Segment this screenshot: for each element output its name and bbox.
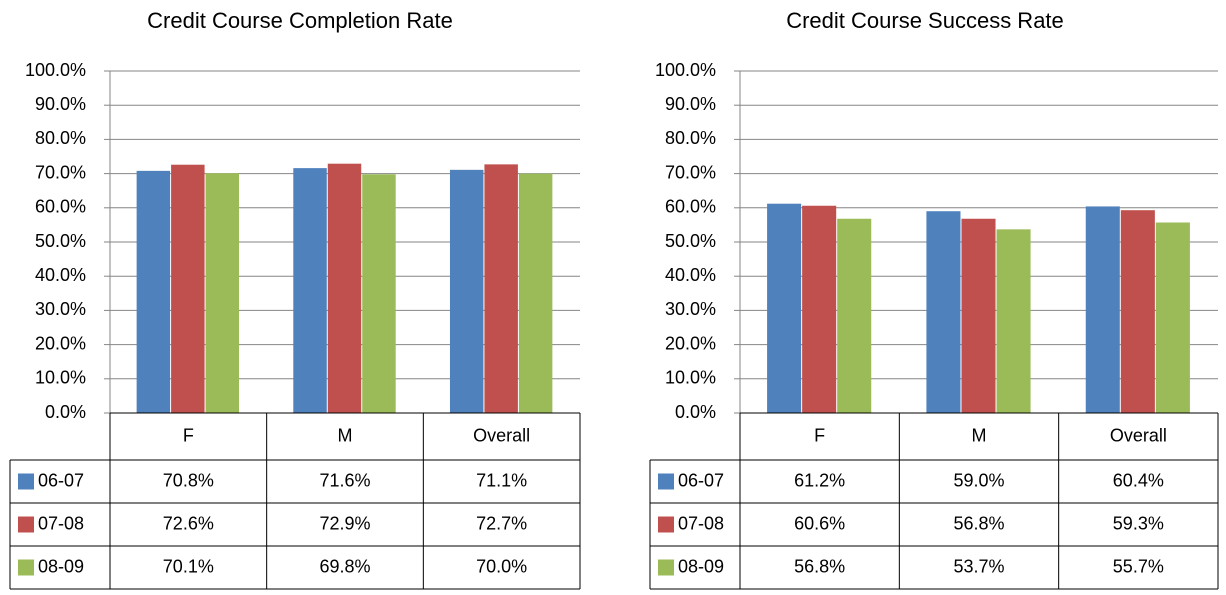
y-tick-label: 30.0% xyxy=(665,299,716,319)
bar xyxy=(767,203,802,413)
y-tick-label: 20.0% xyxy=(35,333,86,353)
y-tick-label: 90.0% xyxy=(35,94,86,114)
bar xyxy=(1120,210,1155,413)
category-label: M xyxy=(972,425,987,445)
table-value: 72.9% xyxy=(319,513,370,533)
legend-label: 06-07 xyxy=(38,470,84,490)
y-tick-label: 100.0% xyxy=(25,60,86,80)
y-tick-label: 0.0% xyxy=(675,402,716,422)
category-label: M xyxy=(338,425,353,445)
y-tick-label: 80.0% xyxy=(665,128,716,148)
y-tick-label: 80.0% xyxy=(35,128,86,148)
table-value: 61.2% xyxy=(794,470,845,490)
legend-label: 07-08 xyxy=(678,513,724,533)
y-tick-label: 10.0% xyxy=(35,368,86,388)
bar xyxy=(518,173,553,413)
table-value: 59.0% xyxy=(953,470,1004,490)
y-tick-label: 40.0% xyxy=(35,265,86,285)
bar xyxy=(327,163,362,413)
y-tick-label: 70.0% xyxy=(665,162,716,182)
y-tick-label: 30.0% xyxy=(35,299,86,319)
bar xyxy=(449,169,484,413)
y-tick-label: 0.0% xyxy=(45,402,86,422)
table-value: 72.7% xyxy=(476,513,527,533)
table-value: 72.6% xyxy=(163,513,214,533)
bar xyxy=(996,229,1031,413)
bar xyxy=(802,205,837,413)
table-value: 70.1% xyxy=(163,556,214,576)
table-value: 59.3% xyxy=(1113,513,1164,533)
category-label: F xyxy=(814,425,825,445)
legend-swatch xyxy=(18,473,34,490)
category-label: F xyxy=(183,425,194,445)
bar xyxy=(1085,206,1120,413)
table-value: 53.7% xyxy=(953,556,1004,576)
table-value: 71.1% xyxy=(476,470,527,490)
bar xyxy=(484,164,518,413)
legend-label: 08-09 xyxy=(38,556,84,576)
category-label: Overall xyxy=(1110,425,1167,445)
bar xyxy=(362,174,396,413)
y-tick-label: 40.0% xyxy=(665,265,716,285)
bar xyxy=(136,170,171,413)
legend-label: 06-07 xyxy=(678,470,724,490)
y-tick-label: 50.0% xyxy=(35,231,86,251)
table-value: 56.8% xyxy=(953,513,1004,533)
legend-swatch xyxy=(658,516,674,533)
bar xyxy=(961,218,996,413)
table-value: 60.6% xyxy=(794,513,845,533)
bar xyxy=(837,218,872,413)
table-value: 71.6% xyxy=(319,470,370,490)
table-value: 70.8% xyxy=(163,470,214,490)
y-tick-label: 50.0% xyxy=(665,231,716,251)
y-tick-label: 10.0% xyxy=(665,368,716,388)
category-label: Overall xyxy=(473,425,530,445)
legend-swatch xyxy=(658,473,674,490)
y-tick-label: 100.0% xyxy=(655,60,716,80)
table-value: 55.7% xyxy=(1113,556,1164,576)
table-value: 60.4% xyxy=(1113,470,1164,490)
bar xyxy=(293,168,327,413)
legend-swatch xyxy=(658,559,674,576)
legend-swatch xyxy=(18,516,34,533)
legend-swatch xyxy=(18,559,34,576)
y-tick-label: 20.0% xyxy=(665,333,716,353)
y-tick-label: 70.0% xyxy=(35,162,86,182)
table-value: 70.0% xyxy=(476,556,527,576)
bar xyxy=(1155,222,1190,413)
table-value: 69.8% xyxy=(319,556,370,576)
legend-label: 07-08 xyxy=(38,513,84,533)
y-tick-label: 60.0% xyxy=(665,197,716,217)
table-value: 56.8% xyxy=(794,556,845,576)
bar xyxy=(171,164,205,413)
y-tick-label: 60.0% xyxy=(35,197,86,217)
bar xyxy=(205,173,240,413)
bar xyxy=(926,211,961,413)
chart-title: Credit Course Success Rate xyxy=(786,8,1064,33)
y-tick-label: 90.0% xyxy=(665,94,716,114)
chart-title: Credit Course Completion Rate xyxy=(147,8,453,33)
legend-label: 08-09 xyxy=(678,556,724,576)
